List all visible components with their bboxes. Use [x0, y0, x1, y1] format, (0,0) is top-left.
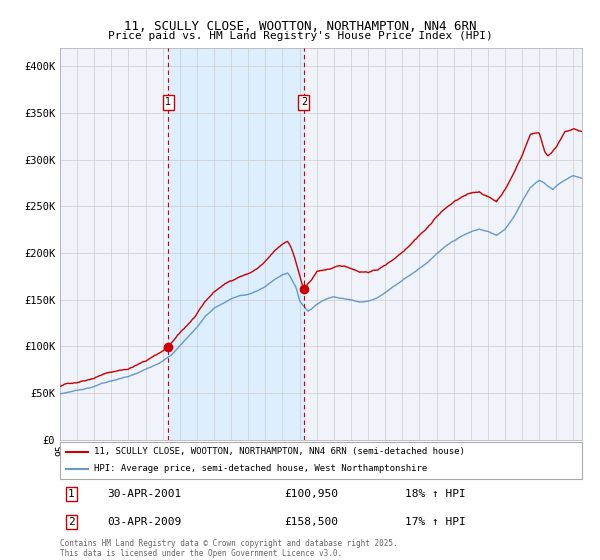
Text: 1: 1 [165, 97, 172, 108]
Text: HPI: Average price, semi-detached house, West Northamptonshire: HPI: Average price, semi-detached house,… [94, 464, 427, 473]
Text: 03-APR-2009: 03-APR-2009 [107, 517, 181, 527]
Text: 11, SCULLY CLOSE, WOOTTON, NORTHAMPTON, NN4 6RN: 11, SCULLY CLOSE, WOOTTON, NORTHAMPTON, … [124, 20, 476, 32]
Text: £158,500: £158,500 [284, 517, 338, 527]
Text: 11, SCULLY CLOSE, WOOTTON, NORTHAMPTON, NN4 6RN (semi-detached house): 11, SCULLY CLOSE, WOOTTON, NORTHAMPTON, … [94, 447, 465, 456]
Text: 30-APR-2001: 30-APR-2001 [107, 489, 181, 499]
Text: 17% ↑ HPI: 17% ↑ HPI [404, 517, 465, 527]
Text: 2: 2 [301, 97, 307, 108]
Text: Contains HM Land Registry data © Crown copyright and database right 2025.
This d: Contains HM Land Registry data © Crown c… [60, 539, 398, 558]
Bar [169, 48, 304, 440]
Text: 18% ↑ HPI: 18% ↑ HPI [404, 489, 465, 499]
Text: Price paid vs. HM Land Registry's House Price Index (HPI): Price paid vs. HM Land Registry's House … [107, 31, 493, 41]
Text: 2: 2 [68, 517, 74, 527]
Text: 1: 1 [68, 489, 74, 499]
Text: £100,950: £100,950 [284, 489, 338, 499]
